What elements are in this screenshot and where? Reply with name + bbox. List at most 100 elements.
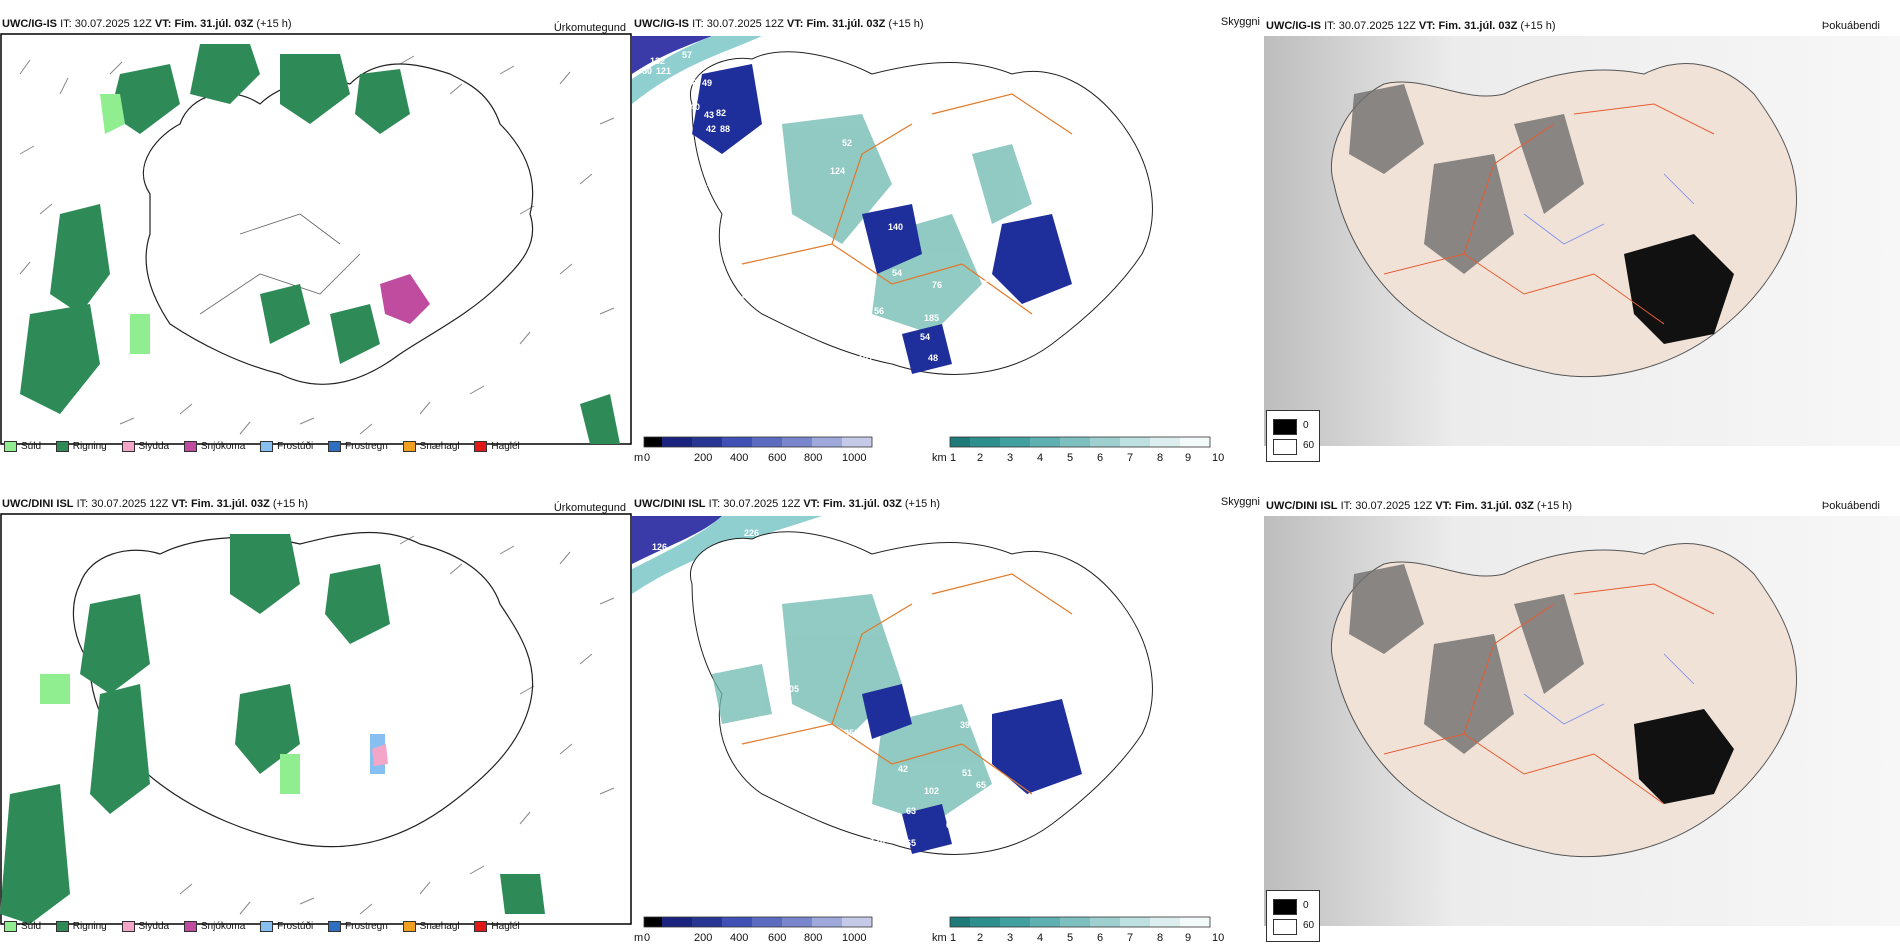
visibility-panel-bottom: UWC/DINI ISL IT: 30.07.2025 12Z VT: Fim.…	[632, 494, 1262, 944]
legend-swatch	[328, 921, 342, 932]
colorbar-tick: 400	[730, 452, 749, 464]
lead-time: (+15 h)	[272, 498, 309, 510]
panel-header: UWC/DINI ISL IT: 30.07.2025 12Z VT: Fim.…	[1266, 500, 1572, 512]
visibility-label: 60	[868, 364, 878, 374]
visibility-label: 52	[842, 138, 852, 148]
visibility-label: 76	[932, 280, 942, 290]
legend-swatch	[328, 441, 342, 452]
visibility-label: 93	[894, 348, 904, 358]
visibility-label: 90	[672, 608, 682, 618]
legend-label: Frostregn	[345, 441, 388, 453]
model-name: UWC/IG-IS	[1266, 20, 1321, 32]
panel-title: Þokuábendi	[1821, 500, 1880, 512]
lead-time: (+15 h)	[888, 18, 924, 30]
visibility-label: 62	[668, 632, 678, 642]
visibility-label: 52	[870, 394, 880, 404]
model-name: UWC/IG-IS	[634, 18, 689, 30]
visibility-label: 43	[704, 110, 714, 120]
fog-legend-swatch-high	[1273, 419, 1297, 435]
precip-panel-bottom: UWC/DINI ISL IT: 30.07.2025 12Z VT: Fim.…	[0, 494, 632, 944]
vt-value: Fim. 31.júl. 03Z	[1454, 500, 1534, 512]
legend-item: Snjókoma	[183, 921, 245, 932]
fog-legend-low: 60	[1303, 440, 1315, 451]
vt-value: Fim. 31.júl. 03Z	[1438, 20, 1518, 32]
visibility-label: 72	[896, 372, 906, 382]
legend-item: Frostúði	[260, 921, 313, 932]
visibility-label: 54	[892, 268, 902, 278]
visibility-label: 274	[862, 820, 877, 830]
legend-label: Snjókoma	[200, 441, 246, 453]
model-name: UWC/DINI ISL	[2, 498, 74, 510]
visibility-label: 42	[898, 764, 908, 774]
colorbar-km-unit: km	[932, 932, 947, 944]
legend-label: Slydda	[138, 441, 170, 453]
visibility-label: 66	[946, 820, 956, 830]
legend-swatch	[474, 921, 488, 932]
visibility-label: 44	[860, 410, 870, 420]
fog-map	[1264, 36, 1900, 446]
visibility-label: 63	[906, 806, 916, 816]
visibility-label: 40	[966, 336, 976, 346]
it-label: IT:	[692, 18, 704, 30]
panel-title: Skyggni	[1220, 496, 1260, 508]
lead-time: (+15 h)	[1520, 20, 1556, 32]
legend-label: Slydda	[138, 921, 170, 933]
visibility-label: 39	[950, 334, 960, 344]
colorbar-tick: 1	[950, 932, 957, 944]
it-label: IT:	[1340, 500, 1353, 512]
legend-label: Haglél	[491, 921, 520, 933]
visibility-label: 39	[884, 418, 894, 424]
visibility-label: 226	[744, 528, 759, 538]
visibility-label: 140	[888, 222, 903, 232]
visibility-label: 82	[716, 108, 726, 118]
visibility-colorbar	[643, 916, 1211, 928]
visibility-colorbar	[643, 436, 1211, 448]
colorbar-tick: 4	[1037, 452, 1044, 464]
vt-value: Fim. 31.júl. 03Z	[822, 498, 902, 510]
visibility-label: 531	[964, 860, 979, 870]
colorbar-tick: 3	[1007, 932, 1014, 944]
it-label: IT:	[76, 498, 89, 510]
vt-label: VT:	[154, 18, 172, 30]
legend-label: Snæhagl	[419, 441, 460, 453]
colorbar-tick: 800	[804, 932, 823, 944]
legend-item: Rigning	[55, 441, 107, 453]
legend-item: Frostregn	[328, 441, 388, 452]
colorbar-tick: 5	[1067, 452, 1074, 464]
visibility-panel-top: UWC/IG-IS IT: 30.07.2025 12Z VT: Fim. 31…	[632, 14, 1262, 464]
legend-label: Snæhagl	[419, 921, 460, 933]
legend-item: Frostúði	[260, 441, 313, 452]
colorbar-tick: 600	[768, 452, 787, 464]
visibility-label: 81	[876, 200, 886, 210]
visibility-label: 80	[986, 312, 996, 322]
legend-label: Rigning	[72, 441, 107, 453]
colorbar-tick: 8	[1157, 452, 1164, 464]
visibility-label: 52	[862, 302, 872, 312]
visibility-label: 87	[762, 368, 772, 378]
fog-legend-swatch-low	[1273, 919, 1297, 935]
it-label: IT:	[708, 498, 721, 510]
fog-legend-low: 60	[1303, 920, 1315, 931]
legend-item: Slydda	[121, 921, 170, 933]
it-value: 30.07.2025 12Z	[74, 18, 152, 30]
colorbar-tick: 600	[768, 932, 787, 944]
visibility-label: 49	[740, 564, 750, 574]
fog-legend-swatch-low	[1273, 439, 1297, 455]
panel-header: UWC/IG-IS IT: 30.07.2025 12Z VT: Fim. 31…	[2, 18, 292, 30]
iceland-outline	[142, 63, 534, 385]
visibility-label: 36	[862, 296, 872, 306]
visibility-label: 58	[672, 78, 682, 88]
precip-map	[0, 33, 632, 445]
legend-swatch	[121, 921, 135, 932]
it-label: IT:	[60, 18, 72, 30]
visibility-label: 34	[752, 542, 762, 552]
colorbar-tick: 9	[1185, 452, 1192, 464]
it-value: 30.07.2025 12Z	[91, 498, 169, 510]
colorbar-tick: 0	[644, 932, 651, 944]
legend-swatch	[183, 921, 197, 932]
vt-label: VT:	[1435, 500, 1452, 512]
visibility-label: 49	[702, 78, 712, 88]
legend-swatch	[121, 441, 135, 452]
legend-swatch	[402, 921, 416, 932]
visibility-label: 102	[924, 786, 939, 796]
